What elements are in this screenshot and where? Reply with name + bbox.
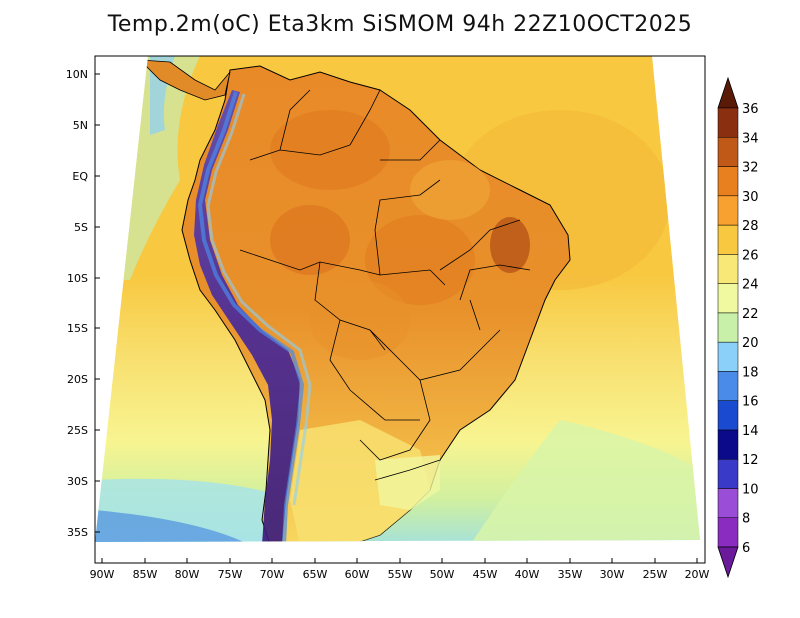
colorbar-level-label: 6 <box>742 541 750 556</box>
coldest-south-ocean <box>95 510 250 542</box>
lon-label: 80W <box>175 568 200 581</box>
andes-light-edge <box>206 93 312 506</box>
colorbar-level-label: 24 <box>742 278 759 293</box>
lat-label: 25S <box>67 424 88 437</box>
colorbar-swatch <box>717 312 739 343</box>
colorbar-swatch <box>717 400 739 431</box>
colorbar-swatch <box>717 166 739 197</box>
colorbar-level-label: 14 <box>742 424 759 439</box>
colorbar-bottom-arrow <box>717 546 739 579</box>
colorbar-swatch <box>717 341 739 372</box>
colorbar-top-arrow <box>717 76 739 109</box>
lon-label: 25W <box>643 568 668 581</box>
colorbar-level-label: 36 <box>742 102 759 117</box>
colorbar-level-label: 20 <box>742 336 759 351</box>
lat-label: 15S <box>67 322 88 335</box>
central-america-land <box>138 59 231 101</box>
lat-label: 30S <box>67 475 88 488</box>
lat-label: 5S <box>74 221 88 234</box>
lat-label: 35S <box>67 526 88 539</box>
lat-label: 10N <box>66 68 88 81</box>
colorbar-level-label: 16 <box>742 395 759 410</box>
colorbar-swatch <box>717 224 739 255</box>
lon-axis: 90W 85W 80W 75W 70W 65W 60W 55W 50W 45W … <box>90 558 710 581</box>
lon-label: 60W <box>345 568 370 581</box>
colorbar-swatch <box>717 254 739 284</box>
lon-label: 50W <box>430 568 455 581</box>
lon-label: 35W <box>558 568 583 581</box>
colorbar-swatch <box>717 488 739 518</box>
country-borders <box>239 89 531 481</box>
colorbar-swatch <box>717 371 739 401</box>
southern-cool-land <box>290 420 430 542</box>
lat-label: 5N <box>73 119 88 132</box>
lon-label: 75W <box>218 568 243 581</box>
colorbar-swatch <box>717 137 739 167</box>
colorbar-swatch <box>717 283 739 314</box>
lon-label: 40W <box>515 568 540 581</box>
lon-label: 85W <box>133 568 158 581</box>
colorbar-level-label: 30 <box>742 190 759 205</box>
colorbar-level-label: 32 <box>742 161 759 176</box>
lon-label: 65W <box>303 568 328 581</box>
lon-label: 90W <box>90 568 115 581</box>
lon-label: 20W <box>685 568 710 581</box>
lon-label: 55W <box>388 568 413 581</box>
map-domain <box>95 56 700 542</box>
andes-blue-edge <box>197 91 305 542</box>
colorbar-level-label: 10 <box>742 482 759 497</box>
colorbar-swatch <box>717 107 739 138</box>
colorbar-swatch <box>717 195 739 226</box>
uruguay-cool-land <box>375 455 440 510</box>
colorbar-swatch <box>717 458 739 489</box>
colorbar-level-label: 22 <box>742 307 759 322</box>
colorbar-level-label: 12 <box>742 453 759 468</box>
colorbar-level-label: 28 <box>742 219 759 234</box>
lat-label: EQ <box>72 170 88 183</box>
colorbar-swatch <box>717 517 739 548</box>
lat-label: 20S <box>67 373 88 386</box>
colorbar: 6 8 10 12 14 16 18 20 22 24 26 28 30 32 34 36 <box>717 76 759 579</box>
map-title: Temp.2m(oC) Eta3km SiSMOM 94h 22Z10OCT20… <box>107 12 693 37</box>
cool-pacific-strip <box>118 56 200 280</box>
colorbar-level-label: 18 <box>742 365 759 380</box>
lon-label: 45W <box>473 568 498 581</box>
colorbar-labels: 6 8 10 12 14 16 18 20 22 24 26 28 30 32 34 36 <box>742 102 759 556</box>
cool-southeast-ocean <box>470 420 700 542</box>
colorbar-level-label: 26 <box>742 248 759 263</box>
colorbar-level-label: 34 <box>742 131 759 146</box>
lat-axis: 10N 5N EQ 5S 10S 15S 20S 25S 30S 35S <box>66 68 100 539</box>
lat-label: 10S <box>67 272 88 285</box>
colorbar-level-label: 8 <box>742 512 750 527</box>
colorbar-swatch <box>717 429 739 460</box>
colorbar-swatches <box>717 107 739 548</box>
lon-label: 30W <box>600 568 625 581</box>
lon-label: 70W <box>260 568 285 581</box>
